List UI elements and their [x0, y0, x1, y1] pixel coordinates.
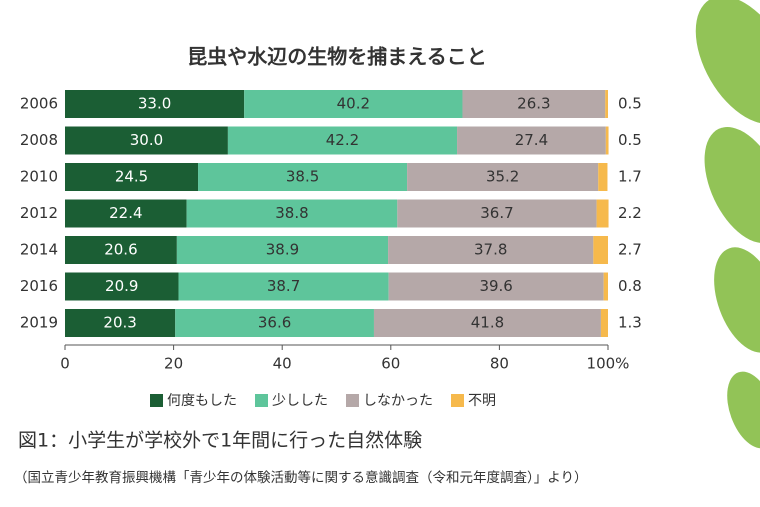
- bar-segment: [65, 236, 177, 264]
- caption: 図1：小学生が学校外で1年間に行った自然体験: [18, 430, 422, 452]
- data-label: 36.6: [258, 314, 291, 332]
- data-label: 1.3: [618, 314, 642, 332]
- bar-segment: [65, 199, 187, 228]
- bar-segment: [186, 199, 398, 228]
- bar-segment: [407, 163, 599, 191]
- bar-segment: [397, 199, 597, 228]
- bar-segment: [603, 272, 608, 301]
- data-label: 20.6: [104, 241, 137, 259]
- bar-segment: [227, 126, 458, 155]
- data-label: 22.4: [109, 204, 142, 222]
- bar-segment: [244, 90, 463, 118]
- data-label: 1.7: [618, 168, 642, 186]
- data-label: 41.8: [471, 314, 504, 332]
- data-label: 40.2: [337, 95, 370, 113]
- data-label: 2.7: [618, 241, 642, 259]
- bar-segment: [65, 309, 176, 337]
- legend-label: 何度もした: [167, 393, 237, 409]
- data-label: 20.3: [103, 314, 136, 332]
- data-label: 0.5: [618, 131, 642, 149]
- chart-title: 昆虫や水辺の生物を捕まえること: [187, 45, 486, 69]
- bar-segment: [373, 309, 601, 337]
- bar-segment: [65, 272, 179, 301]
- data-label: 42.2: [326, 131, 359, 149]
- bar-segment: [462, 90, 606, 118]
- bar-segment: [598, 163, 608, 191]
- data-label: 26.3: [517, 95, 550, 113]
- legend-swatch: [255, 394, 268, 407]
- leaf-decoration: [695, 0, 760, 449]
- data-label: 0.5: [618, 95, 642, 113]
- data-label: 30.0: [130, 131, 163, 149]
- data-label: 20.9: [105, 277, 138, 295]
- bar-segment: [176, 236, 389, 264]
- bar-segment: [175, 309, 374, 337]
- y-tick-label: 2006: [20, 95, 58, 113]
- legend-swatch: [150, 394, 163, 407]
- y-tick-label: 2014: [20, 241, 58, 259]
- legend-label: しなかった: [363, 393, 433, 409]
- data-label: 36.7: [480, 204, 513, 222]
- x-tick-label: 100%: [587, 355, 630, 373]
- data-label: 37.8: [474, 241, 507, 259]
- data-label: 33.0: [138, 95, 171, 113]
- x-tick-label: 0: [60, 355, 70, 373]
- legend-swatch: [346, 394, 359, 407]
- legend-label: 不明: [468, 393, 496, 409]
- data-label: 38.5: [286, 168, 319, 186]
- data-label: 38.8: [275, 204, 308, 222]
- bar-segment: [178, 272, 389, 301]
- x-tick-label: 40: [273, 355, 292, 373]
- y-tick-label: 2012: [20, 204, 58, 222]
- legend-label: 少しした: [272, 393, 328, 409]
- x-tick-label: 80: [490, 355, 509, 373]
- y-tick-label: 2016: [20, 277, 58, 295]
- bar-segment: [457, 126, 606, 155]
- data-label: 27.4: [515, 131, 548, 149]
- y-tick-label: 2008: [20, 131, 58, 149]
- bar-segment: [65, 126, 228, 155]
- bar-segment: [198, 163, 408, 191]
- bar-segment: [605, 90, 608, 118]
- data-label: 35.2: [486, 168, 519, 186]
- data-label: 38.7: [267, 277, 300, 295]
- bar-segment: [65, 163, 199, 191]
- data-label: 24.5: [115, 168, 148, 186]
- y-tick-label: 2010: [20, 168, 58, 186]
- bar-segment: [65, 90, 245, 118]
- y-tick-label: 2019: [20, 314, 58, 332]
- bar-segment: [388, 272, 604, 301]
- x-tick-label: 20: [164, 355, 183, 373]
- source: （国立青少年教育振興機構「青少年の体験活動等に関する意識調査（令和元年度調査）」…: [14, 469, 587, 486]
- bar-segment: [600, 309, 608, 337]
- legend-swatch: [451, 394, 464, 407]
- x-tick-label: 60: [381, 355, 400, 373]
- data-label: 0.8: [618, 277, 642, 295]
- bar-segment: [593, 236, 608, 264]
- bar-segment: [388, 236, 594, 264]
- bar-segment: [605, 126, 609, 155]
- bar-segment: [596, 199, 609, 228]
- data-label: 38.9: [266, 241, 299, 259]
- data-label: 39.6: [479, 277, 512, 295]
- data-label: 2.2: [618, 204, 642, 222]
